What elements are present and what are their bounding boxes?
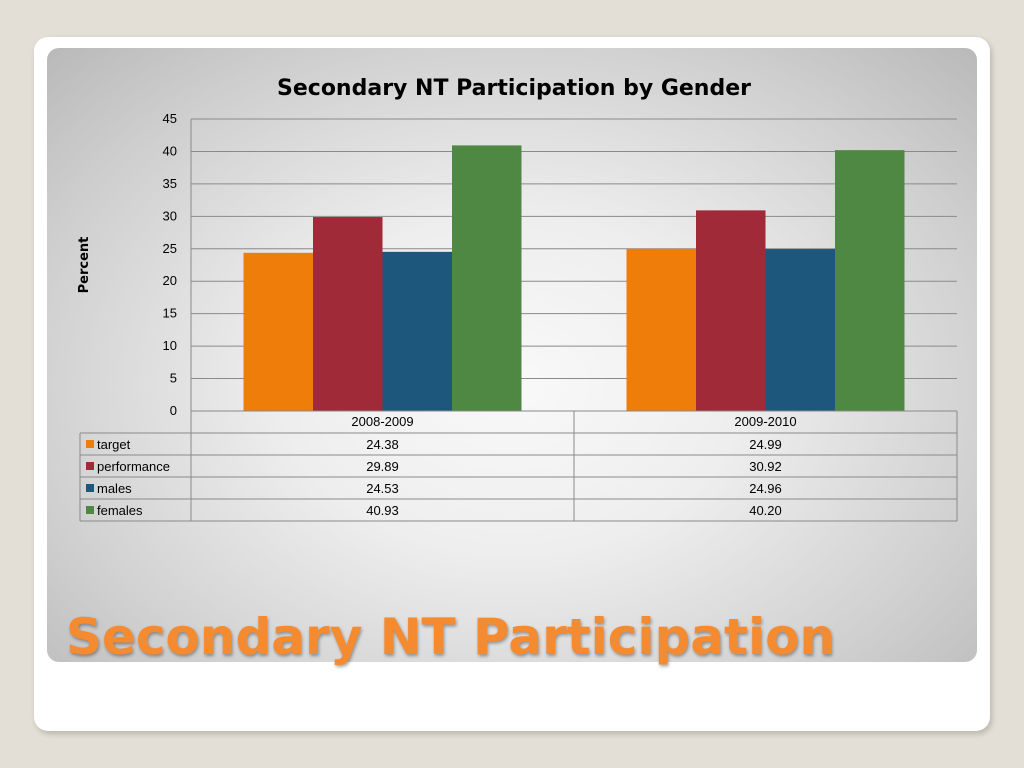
chart-title: Secondary NT Participation by Gender bbox=[277, 76, 751, 101]
category-label: 2008-2009 bbox=[351, 414, 413, 429]
bar-target-2009-2010 bbox=[626, 248, 696, 411]
data-label-performance: 29.89 bbox=[366, 459, 399, 474]
bar-target-2008-2009 bbox=[243, 252, 313, 411]
y-tick-label: 40 bbox=[163, 143, 177, 158]
y-tick-label: 25 bbox=[163, 241, 177, 256]
legend-swatch-target bbox=[86, 440, 94, 448]
legend-label-females: females bbox=[97, 503, 143, 518]
data-label-performance: 30.92 bbox=[749, 459, 782, 474]
y-tick-label: 20 bbox=[163, 273, 177, 288]
legend-swatch-performance bbox=[86, 462, 94, 470]
data-label-target: 24.38 bbox=[366, 437, 399, 452]
data-label-males: 24.53 bbox=[366, 481, 399, 496]
y-tick-label: 10 bbox=[163, 338, 177, 353]
bars bbox=[243, 145, 905, 411]
bar-males-2008-2009 bbox=[382, 251, 452, 411]
y-axis-label: Percent bbox=[77, 237, 92, 294]
bar-females-2008-2009 bbox=[452, 145, 522, 411]
legend-label-target: target bbox=[97, 437, 131, 452]
category-label: 2009-2010 bbox=[734, 414, 796, 429]
data-label-males: 24.96 bbox=[749, 481, 782, 496]
data-label-females: 40.93 bbox=[366, 503, 399, 518]
bar-performance-2008-2009 bbox=[313, 217, 383, 411]
y-tick-label: 45 bbox=[163, 111, 177, 126]
legend-label-performance: performance bbox=[97, 459, 170, 474]
data-label-target: 24.99 bbox=[749, 437, 782, 452]
bar-performance-2009-2010 bbox=[696, 210, 766, 411]
data-label-females: 40.20 bbox=[749, 503, 782, 518]
legend-swatch-females bbox=[86, 506, 94, 514]
y-tick-label: 5 bbox=[170, 371, 177, 386]
legend-label-males: males bbox=[97, 481, 132, 496]
y-tick-labels: 0 5 10 15 20 25 30 35 40 45 bbox=[163, 111, 177, 418]
y-tick-label: 30 bbox=[163, 208, 177, 223]
slide-title: Secondary NT Participation bbox=[66, 608, 836, 666]
y-tick-label: 15 bbox=[163, 306, 177, 321]
y-tick-label: 35 bbox=[163, 176, 177, 191]
data-table: 2008-2009 2009-2010 target 24.38 24.99 perfor… bbox=[79, 410, 958, 522]
bar-females-2009-2010 bbox=[835, 150, 905, 411]
y-tick-label: 0 bbox=[170, 403, 177, 418]
legend-swatch-males bbox=[86, 484, 94, 492]
bar-males-2009-2010 bbox=[765, 249, 835, 411]
